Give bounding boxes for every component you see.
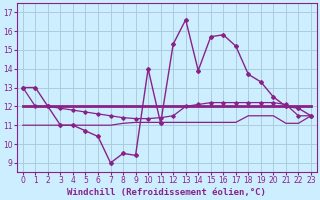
X-axis label: Windchill (Refroidissement éolien,°C): Windchill (Refroidissement éolien,°C) — [68, 188, 266, 197]
